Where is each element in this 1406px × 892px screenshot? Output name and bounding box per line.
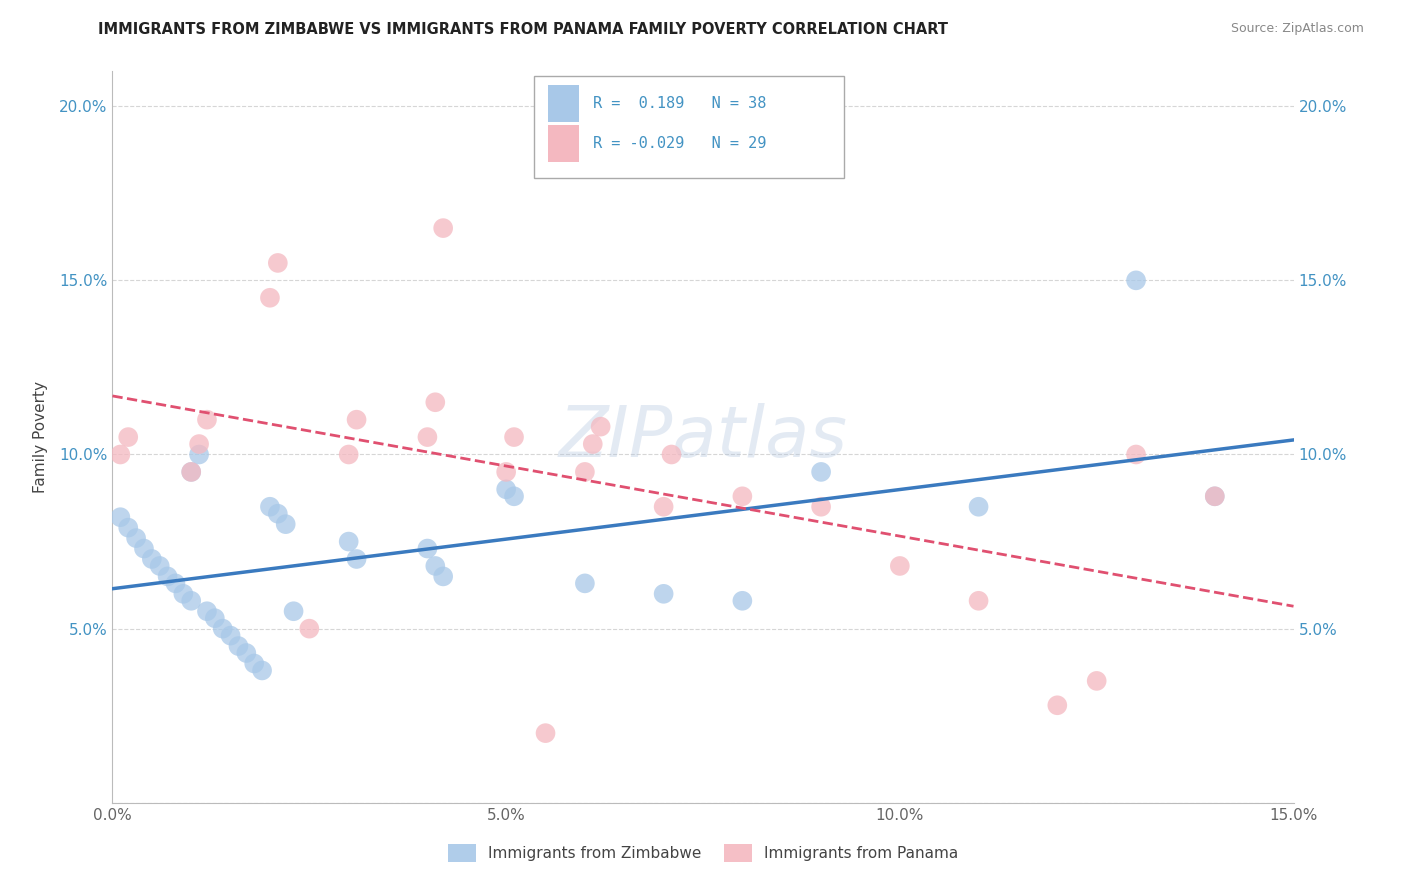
Point <box>195 412 218 426</box>
Point <box>125 531 148 545</box>
Point <box>172 587 194 601</box>
Point <box>574 576 596 591</box>
Point <box>534 726 557 740</box>
Point <box>250 664 273 678</box>
Point <box>1125 273 1147 287</box>
Point <box>574 465 596 479</box>
Point <box>337 448 360 462</box>
Point <box>117 430 139 444</box>
Point <box>503 489 526 503</box>
Point <box>810 465 832 479</box>
Point <box>180 594 202 608</box>
Point <box>967 594 990 608</box>
Point <box>1204 489 1226 503</box>
Point <box>503 430 526 444</box>
Y-axis label: Family Poverty: Family Poverty <box>34 381 48 493</box>
Point <box>132 541 155 556</box>
Point <box>243 657 266 671</box>
Point <box>259 291 281 305</box>
Point <box>432 221 454 235</box>
Point <box>204 611 226 625</box>
Point <box>274 517 297 532</box>
Point <box>432 569 454 583</box>
Point <box>582 437 605 451</box>
Point <box>589 419 612 434</box>
Point <box>1046 698 1069 713</box>
Point <box>416 541 439 556</box>
Point <box>889 558 911 573</box>
Point <box>110 448 132 462</box>
Point <box>110 510 132 524</box>
Point <box>731 594 754 608</box>
Point <box>1125 448 1147 462</box>
Point <box>195 604 218 618</box>
Point <box>156 569 179 583</box>
Text: IMMIGRANTS FROM ZIMBABWE VS IMMIGRANTS FROM PANAMA FAMILY POVERTY CORRELATION CH: IMMIGRANTS FROM ZIMBABWE VS IMMIGRANTS F… <box>98 22 949 37</box>
Point <box>967 500 990 514</box>
Point <box>425 395 447 409</box>
Point <box>188 448 211 462</box>
Point <box>1204 489 1226 503</box>
Point <box>267 256 290 270</box>
Point <box>346 552 368 566</box>
Text: R =  0.189   N = 38: R = 0.189 N = 38 <box>593 96 766 111</box>
Point <box>731 489 754 503</box>
Point <box>219 629 242 643</box>
Point <box>298 622 321 636</box>
Point <box>810 500 832 514</box>
Point <box>337 534 360 549</box>
Point <box>117 521 139 535</box>
Point <box>495 483 517 497</box>
Point <box>1085 673 1108 688</box>
Point <box>652 587 675 601</box>
Point <box>211 622 233 636</box>
Point <box>661 448 683 462</box>
Text: Source: ZipAtlas.com: Source: ZipAtlas.com <box>1230 22 1364 36</box>
Point <box>416 430 439 444</box>
Point <box>188 437 211 451</box>
Point <box>180 465 202 479</box>
Point <box>283 604 305 618</box>
Point <box>228 639 250 653</box>
Point <box>259 500 281 514</box>
Point <box>425 558 447 573</box>
Point <box>346 412 368 426</box>
Point <box>149 558 172 573</box>
Point <box>652 500 675 514</box>
Text: R = -0.029   N = 29: R = -0.029 N = 29 <box>593 136 766 151</box>
Point <box>495 465 517 479</box>
Point <box>235 646 257 660</box>
Text: ZIPatlas: ZIPatlas <box>558 402 848 472</box>
Point <box>165 576 187 591</box>
Point <box>180 465 202 479</box>
Legend: Immigrants from Zimbabwe, Immigrants from Panama: Immigrants from Zimbabwe, Immigrants fro… <box>441 838 965 868</box>
Point <box>267 507 290 521</box>
Point <box>141 552 163 566</box>
